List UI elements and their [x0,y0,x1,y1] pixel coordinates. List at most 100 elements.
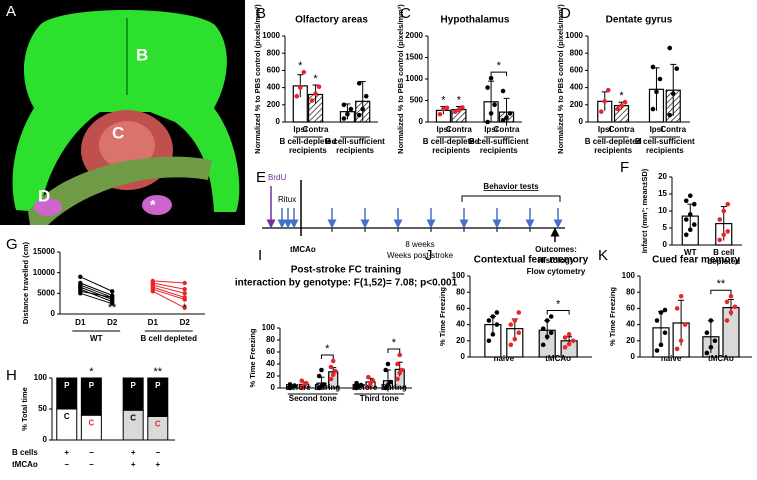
y-tick-label: 40 [626,320,635,329]
data-point [182,297,187,302]
chart-subtitle: interaction by genotype: F(1,52)= 7.08; … [235,278,458,289]
data-point [387,379,393,385]
data-point [294,93,300,99]
data-point [508,342,514,348]
data-point [316,84,322,90]
segment-label: P [89,381,95,390]
data-point [297,85,303,90]
data-point [657,76,663,82]
panel-letter: A [6,3,16,20]
data-point [366,374,371,380]
data-point [494,310,500,315]
group-label: B cell-sufficient [635,137,695,146]
data-point [110,301,115,306]
significance: * [89,366,94,378]
y-tick-label: 800 [267,48,281,57]
data-point [728,310,734,315]
hypothalamus-highlight [99,121,155,169]
data-point [490,332,496,337]
chart-title: Contextual fear memory [474,255,589,266]
y-axis-label: Normalized % to PBS control (pixels/mm³) [253,4,262,154]
data-point [732,304,738,310]
data-point [562,344,568,350]
panel-letter: G [6,236,18,253]
bar-segment [80,377,102,416]
x-tick-label: Contra [609,125,635,134]
y-tick-label: 40 [266,359,275,368]
y-tick-label: 600 [267,66,281,75]
data-point [328,376,334,382]
significance: * [441,94,446,106]
y-tick-label: 40 [456,320,465,329]
significance: ** [108,302,117,314]
x-tick-label: Ipsi [650,125,664,134]
data-point [182,287,187,292]
bracket [387,348,401,353]
y-tick-label: 100 [622,271,636,280]
segment-label: C [130,413,136,422]
data-point [488,111,494,116]
y-tick-label: 15000 [33,247,56,256]
data-point [602,99,608,104]
panel-letter: F [620,159,629,176]
significance: * [392,337,397,349]
pair-line [152,286,185,298]
y-tick-label: 60 [626,304,635,313]
x-tick-label: naive [661,354,682,363]
data-point [721,208,727,214]
y-axis-label: Normalized % to PBS control (pixels/mm³) [556,4,565,154]
data-point [456,107,462,112]
data-point [341,116,347,121]
data-point [540,342,546,348]
data-point [566,341,572,347]
data-point [674,306,680,311]
data-point [488,75,494,81]
data-point [395,376,400,382]
y-tick-label: 2000 [405,31,423,40]
data-point [544,334,550,340]
data-point [708,318,714,323]
data-point [330,372,336,378]
y-tick-label: 0 [631,352,636,361]
data-point [670,91,676,96]
bar-segment [56,377,78,410]
x-tick-label: Ipsi [293,125,307,134]
y-axis-label: Distance travelled (cm) [21,241,30,324]
data-point [691,222,697,227]
data-point [654,318,660,323]
significance: ** [717,278,726,290]
y-tick-label: 15 [658,189,667,198]
y-tick-label: 1000 [565,31,583,40]
y-tick-label: 400 [267,83,281,92]
region-label: B [136,45,148,64]
chart-title: Dentate gyrus [606,15,673,26]
x-tick-label: Contra [303,125,329,134]
pair-line [152,290,185,309]
y-tick-label: 50 [38,404,47,413]
data-point [678,338,684,344]
data-point [354,380,359,386]
x-tick-label: Ipsi [484,125,498,134]
x-tick-label: B cell [713,248,734,257]
data-point [658,310,664,315]
x-tick-label: WT [684,248,697,257]
data-point [441,106,446,112]
row-mark: − [89,448,94,457]
x-tick-label: Ipsi [437,125,451,134]
brain-render: A B C D * [0,0,245,225]
panel-letter: H [6,367,17,384]
data-point [570,338,576,344]
data-point [548,330,554,336]
x-tick-label: Before [352,383,378,392]
data-point [654,89,659,95]
data-point [721,232,727,238]
y-tick-label: 20 [658,172,667,181]
data-point [437,111,443,117]
panel-letter: K [598,247,608,264]
data-point [356,81,362,86]
data-point [500,88,506,94]
data-point [316,373,322,379]
brdu-label: BrdU [268,173,286,182]
y-axis-label: Infarct (mm³; mean±SD) [640,168,649,253]
data-point [319,367,324,373]
